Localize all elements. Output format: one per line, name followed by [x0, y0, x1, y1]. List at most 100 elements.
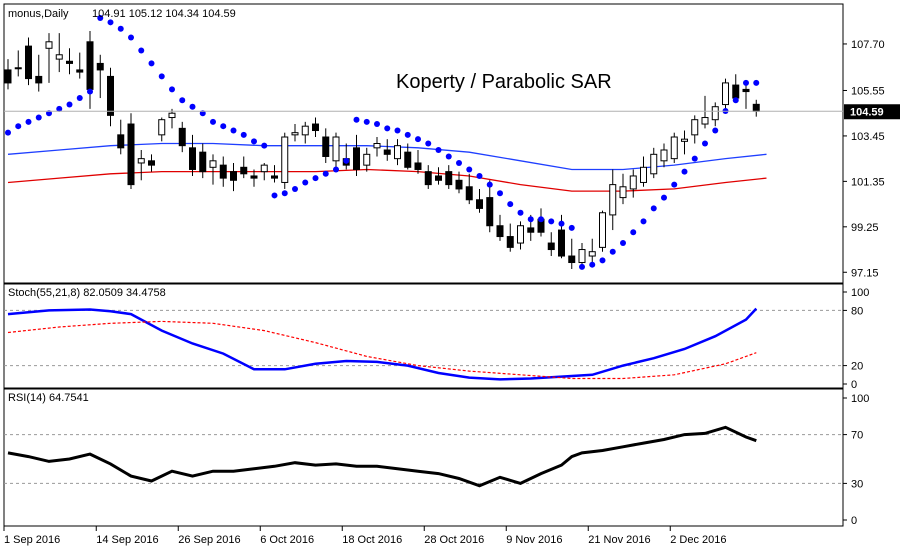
candle-body — [312, 123, 319, 132]
time-tick-label: 9 Nov 2016 — [506, 534, 562, 546]
sar-dot — [702, 140, 708, 147]
sar-dot — [527, 216, 534, 223]
candle — [178, 121, 186, 153]
candle-body — [517, 225, 524, 244]
candle — [445, 165, 453, 189]
candle — [76, 52, 84, 79]
candle-body — [599, 212, 606, 248]
sar-dot — [579, 263, 585, 270]
sar-dot — [271, 192, 278, 199]
sar-dot — [404, 131, 411, 138]
candle — [137, 149, 145, 181]
candle — [209, 154, 217, 185]
sar-dot — [292, 185, 298, 192]
candle — [322, 128, 330, 163]
candle — [465, 173, 473, 205]
candle — [629, 169, 637, 198]
sar-dot — [15, 123, 22, 130]
candle-body — [353, 147, 360, 170]
sar-dot — [240, 131, 247, 138]
candle-body — [76, 69, 84, 73]
sar-dot — [589, 261, 596, 268]
candle-body — [137, 158, 145, 164]
sar-dot — [107, 19, 114, 26]
level-label: 100 — [851, 393, 869, 405]
candle — [66, 48, 73, 75]
candle — [681, 130, 688, 155]
sar-dot — [117, 25, 124, 32]
candle-body — [711, 106, 719, 121]
time-tick-label: 18 Oct 2016 — [342, 534, 402, 546]
candle — [332, 132, 340, 168]
candle — [650, 147, 658, 179]
candle-body — [465, 186, 473, 201]
candle-body — [691, 119, 699, 136]
sar-dot — [712, 127, 719, 134]
stoch-header: Stoch(55,21,8) 82.0509 34.4758 — [8, 287, 166, 299]
sar-dot — [302, 179, 309, 186]
candle — [250, 169, 258, 187]
candle — [383, 139, 391, 161]
level-label: 0 — [851, 515, 857, 527]
level-label: 0 — [851, 379, 857, 391]
rsi-panel-frame — [3, 388, 844, 527]
sar-dot — [76, 95, 83, 102]
sar-dot — [732, 97, 739, 104]
candle-body — [527, 227, 535, 233]
candle-body — [752, 103, 760, 112]
price-tick-label: 97.15 — [851, 267, 879, 279]
candle — [476, 188, 483, 213]
level-label: 80 — [851, 305, 863, 317]
candle-body — [363, 153, 371, 166]
sar-dot — [333, 166, 339, 173]
sar-dot — [753, 79, 760, 86]
candle-body — [404, 151, 412, 168]
candle — [301, 121, 309, 144]
candle — [394, 139, 401, 166]
candle — [291, 124, 299, 142]
candle-body — [742, 88, 750, 93]
candle — [219, 156, 227, 187]
sar-dot — [230, 127, 237, 134]
candle-body — [209, 160, 217, 168]
candle-body — [414, 162, 422, 170]
price-tick-label: 103.45 — [851, 131, 885, 143]
candle — [722, 78, 729, 112]
time-tick-label: 26 Sep 2016 — [178, 534, 240, 546]
sar-dot — [507, 201, 514, 208]
sar-dot — [743, 79, 749, 86]
sar-dot — [681, 168, 688, 175]
candle-body — [373, 143, 381, 149]
ohlc-values: 104.91 105.12 104.34 104.59 — [92, 8, 236, 20]
candle-body — [55, 54, 63, 60]
candle-body — [250, 175, 258, 179]
stoch-panel: 100 80 20 0 Stoch(55,21,8) 82.0509 34.4758 — [3, 283, 869, 391]
candle — [424, 165, 432, 189]
sar-dot — [87, 88, 93, 95]
candle — [45, 33, 53, 83]
candle — [455, 171, 463, 194]
sar-dot — [435, 146, 442, 153]
stoch-panel-frame — [3, 283, 844, 389]
sar-dot — [210, 118, 216, 125]
candle — [148, 154, 155, 172]
candle-body — [435, 175, 442, 181]
candle-body — [230, 171, 237, 181]
candle — [199, 143, 207, 179]
sar-dot — [189, 103, 196, 110]
price-tick-label: 99.25 — [851, 222, 879, 234]
candle-body — [127, 123, 135, 186]
sar-dot — [497, 190, 503, 197]
sar-dot — [415, 136, 421, 143]
price-tick-label: 101.35 — [851, 176, 885, 188]
sar-dot — [281, 190, 288, 197]
candle — [373, 137, 381, 157]
sar-dot — [148, 60, 155, 67]
stoch-signal-line — [7, 320, 757, 380]
candle — [435, 167, 442, 185]
candle — [230, 162, 237, 192]
candle-body — [260, 164, 268, 173]
candle — [486, 180, 494, 233]
